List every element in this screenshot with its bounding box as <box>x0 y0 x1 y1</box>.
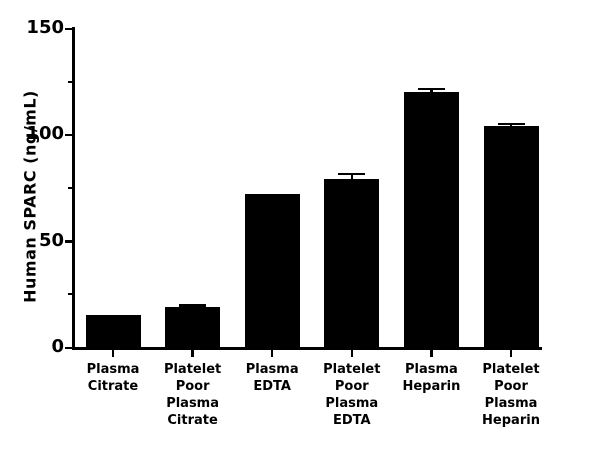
y-tick-label: 100 <box>26 123 64 145</box>
x-tick <box>350 350 354 357</box>
y-major-tick <box>65 133 72 137</box>
bar-5 <box>403 91 459 347</box>
error-bar-cap <box>179 304 207 307</box>
x-axis-line <box>72 347 542 350</box>
error-bar-stem <box>430 87 433 94</box>
bar-2 <box>165 306 221 347</box>
y-major-tick <box>65 27 72 30</box>
y-axis-line <box>72 27 75 350</box>
x-tick <box>509 350 513 357</box>
y-tick-label: 0 <box>51 336 64 357</box>
error-bar-stem <box>350 172 354 181</box>
bar-4 <box>324 178 380 347</box>
error-bar-cap <box>338 172 366 176</box>
y-major-tick <box>65 240 72 243</box>
y-minor-tick <box>68 80 72 83</box>
y-minor-tick <box>68 293 72 296</box>
y-tick-label: 50 <box>38 229 64 251</box>
y-axis-title: Human SPARC (ng/mL) <box>20 90 40 303</box>
x-category-label: Plasma Heparin <box>402 362 461 394</box>
bar-3 <box>244 193 300 347</box>
x-tick <box>430 350 433 357</box>
y-major-tick <box>65 346 72 349</box>
x-category-label: Platelet Poor Plasma Heparin <box>482 362 540 428</box>
bar-1 <box>85 315 141 347</box>
x-category-label: Plasma Citrate <box>86 362 140 394</box>
x-tick <box>270 350 274 357</box>
error-bar-cap <box>417 87 445 91</box>
x-category-label: Plasma EDTA <box>245 362 299 394</box>
error-bar-cap <box>497 122 525 126</box>
y-tick-label: 150 <box>26 17 64 38</box>
x-category-label: Platelet Poor Plasma EDTA <box>323 362 381 428</box>
x-category-label: Platelet Poor Plasma Citrate <box>163 362 222 428</box>
y-minor-tick <box>68 187 72 189</box>
x-tick <box>111 350 115 357</box>
x-tick <box>191 350 194 357</box>
bar-6 <box>483 125 539 347</box>
error-bar-stem <box>509 122 513 128</box>
